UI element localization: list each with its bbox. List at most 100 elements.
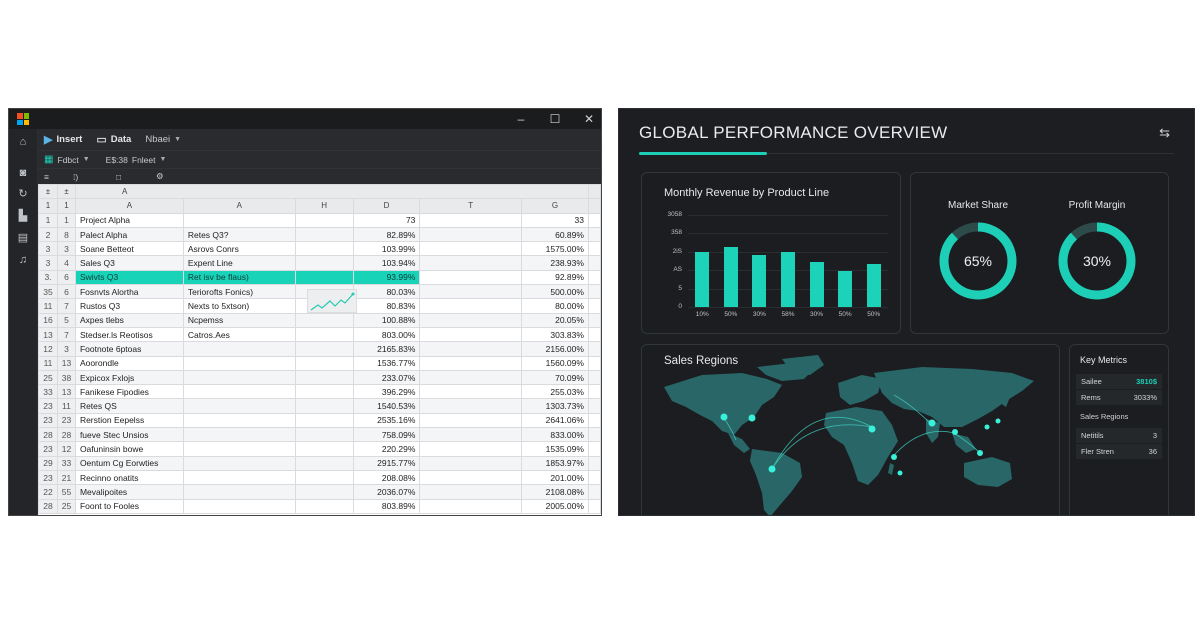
scrollbar-cell[interactable] — [587, 326, 601, 343]
spreadsheet-grid[interactable]: ± ± A 1 1 A A H D T G 1 1 Project Alpha 73 3… — [38, 183, 601, 515]
close-button[interactable]: ✕ — [583, 112, 595, 126]
revenue-bar[interactable] — [752, 254, 767, 307]
cell-h[interactable] — [294, 269, 354, 286]
cell-desc[interactable]: Asrovs Conrs — [182, 241, 296, 257]
cell-t[interactable] — [419, 241, 523, 257]
cell-desc[interactable] — [182, 212, 296, 228]
scrollbar-cell[interactable] — [587, 355, 601, 371]
cell-desc[interactable] — [182, 355, 296, 371]
cell-g[interactable]: 2108.08% — [521, 484, 589, 500]
cell-name[interactable]: Sales Q3 — [74, 255, 184, 271]
cell-name[interactable]: Soane Betteot — [74, 241, 184, 257]
column-header[interactable]: T — [419, 198, 523, 214]
table-row[interactable]: 23 23 Rerstion Eepelss 2535.16% 2641.06% — [38, 412, 601, 429]
column-header[interactable]: D — [352, 198, 421, 214]
cell-g[interactable]: 1853.97% — [521, 455, 589, 471]
cell-h[interactable] — [294, 412, 354, 429]
cell-h[interactable] — [294, 241, 354, 257]
cell-h[interactable] — [294, 498, 354, 514]
scrollbar-cell[interactable] — [587, 212, 601, 228]
table-row[interactable]: 3 3 Soane Betteot Asrovs Conrs 103.99% 1575.0… — [38, 241, 601, 257]
settings-icon[interactable]: ⚙ — [156, 171, 164, 181]
table-row[interactable]: 12 3 Footnote 6ptoas 2165.83% 2156.00% — [38, 341, 601, 357]
cell-name[interactable]: Fanikese Fipodies — [74, 384, 184, 400]
cell-g[interactable]: 2156.00% — [521, 341, 589, 357]
cell-h[interactable] — [294, 355, 354, 371]
cell-g[interactable]: 80.00% — [521, 298, 589, 314]
cell-name[interactable]: Stedser.ls Reotisos — [74, 326, 184, 343]
cell-d[interactable]: 2535.16% — [352, 412, 421, 429]
home-icon[interactable]: ⌂ — [19, 136, 27, 148]
cell-name[interactable]: Footnote 6ptoas — [74, 341, 184, 357]
table-row[interactable]: 25 38 Expicox Fxlojs 233.07% 70.09% — [38, 369, 601, 386]
scrollbar-cell[interactable] — [587, 226, 601, 243]
cell-d[interactable]: 2165.83% — [352, 341, 421, 357]
cell-t[interactable] — [419, 226, 523, 243]
column-header[interactable]: A — [182, 198, 296, 214]
scrollbar-cell[interactable] — [587, 484, 601, 500]
scrollbar-cell[interactable] — [587, 369, 601, 386]
cell-name[interactable]: Mevalipoites — [74, 484, 184, 500]
scrollbar-cell[interactable] — [587, 455, 601, 471]
table-row[interactable]: 23 21 Recinno onatits 208.08% 201.00% — [38, 469, 601, 486]
cell-g[interactable]: 60.89% — [521, 226, 589, 243]
cell-t[interactable] — [419, 412, 523, 429]
cell-h[interactable] — [294, 427, 354, 443]
cell-d[interactable]: 233.07% — [352, 369, 421, 386]
table-row[interactable]: 33 13 Fanikese Fipodies 396.29% 255.03% — [38, 384, 601, 400]
cell-h[interactable] — [294, 326, 354, 343]
table-row[interactable]: 16 5 Axpes tlebs Ncpemss 100.88% 20.05% — [38, 312, 601, 328]
cell-name[interactable]: Recinno onatits — [74, 469, 184, 486]
cell-t[interactable] — [419, 312, 523, 328]
cell-h[interactable] — [294, 212, 354, 228]
column-header[interactable]: G — [521, 198, 589, 214]
cell-h[interactable] — [294, 455, 354, 471]
camera-icon[interactable]: ◙ — [19, 167, 27, 179]
table-row[interactable]: 13 7 Stedser.ls Reotisos Catros.Aes 803.00% 3… — [38, 326, 601, 343]
cell-d[interactable]: 1536.77% — [352, 355, 421, 371]
cell-h[interactable] — [294, 398, 354, 414]
cell-desc[interactable] — [182, 498, 296, 514]
world-map[interactable] — [642, 345, 1061, 516]
cell-g[interactable]: 1575.00% — [521, 241, 589, 257]
cell-g[interactable]: 33 — [521, 212, 589, 228]
revenue-bar[interactable] — [838, 271, 853, 307]
cell-desc[interactable] — [182, 455, 296, 471]
cell-d[interactable]: 82.89% — [352, 226, 421, 243]
cell-t[interactable] — [419, 326, 523, 343]
cell-t[interactable] — [419, 469, 523, 486]
cell-g[interactable]: 303.83% — [521, 326, 589, 343]
cell-t[interactable] — [419, 284, 523, 300]
cell-t[interactable] — [419, 427, 523, 443]
cell-h[interactable] — [294, 369, 354, 386]
insert-tab[interactable]: ▶ Insert — [44, 133, 82, 146]
column-header[interactable]: 1 — [38, 198, 58, 214]
cell-t[interactable] — [419, 441, 523, 457]
scrollbar-cell[interactable] — [587, 241, 601, 257]
cell-desc[interactable]: Nexts to 5xtson) — [182, 298, 296, 314]
cell-g[interactable]: 2641.06% — [521, 412, 589, 429]
table-row[interactable]: 28 25 Foont to Fooles 803.89% 2005.00% — [38, 498, 601, 514]
grid-icon[interactable]: ▤ — [17, 232, 29, 244]
cell-t[interactable] — [419, 484, 523, 500]
cell-name[interactable]: Palect Alpha — [74, 226, 184, 243]
cell-g[interactable]: 20.05% — [521, 312, 589, 328]
cell-name[interactable]: Oentum Cg Eorwties — [74, 455, 184, 471]
revenue-bar[interactable] — [781, 251, 795, 307]
scrollbar-cell[interactable] — [587, 269, 601, 286]
refresh-icon[interactable]: ↻ — [18, 188, 28, 200]
cell-name[interactable]: Retes QS — [74, 398, 184, 414]
cell-desc[interactable]: Catros.Aes — [182, 326, 296, 343]
cell-t[interactable] — [419, 255, 523, 271]
scrollbar-cell[interactable] — [587, 312, 601, 328]
cell-d[interactable]: 103.94% — [352, 255, 421, 271]
cell-d[interactable]: 93.99% — [352, 269, 421, 286]
table-row[interactable]: 29 33 Oentum Cg Eorwties 2915.77% 1853.97% — [38, 455, 601, 471]
cell-t[interactable] — [419, 298, 523, 314]
cell-desc[interactable] — [182, 398, 296, 414]
cell-h[interactable] — [294, 384, 354, 400]
insert-dropdown[interactable]: E$:38 Fnleet ▼ — [106, 155, 167, 165]
scrollbar-cell[interactable] — [587, 183, 601, 200]
cell-h[interactable] — [294, 484, 354, 500]
table-row[interactable]: 2 8 Palect Alpha Retes Q3? 82.89% 60.89% — [38, 226, 601, 243]
